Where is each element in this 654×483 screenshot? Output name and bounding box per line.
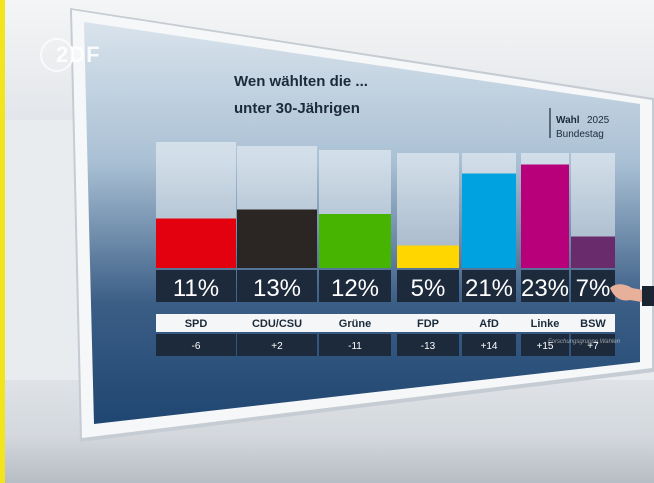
election-badge: Wahl 2025 [556, 110, 610, 127]
change-label-cdu-csu: +2 [271, 341, 283, 352]
chart-title-line2: unter 30-Jährigen [234, 100, 360, 117]
value-box-afd [462, 270, 516, 302]
party-label-afd: AfD [479, 318, 499, 330]
zdf-logo: 2DF [40, 38, 106, 72]
value-label-gr-ne: 12% [331, 275, 379, 302]
change-label-gr-ne: -11 [348, 341, 362, 352]
value-box-gr-ne [319, 270, 391, 302]
change-box-fdp [397, 334, 459, 356]
change-box-cdu-csu [237, 334, 317, 356]
bar-spd [156, 218, 236, 268]
badge-label: Wahl [556, 115, 580, 126]
party-label-fdp: FDP [417, 318, 439, 330]
value-box-linke [521, 270, 569, 302]
party-label-linke: Linke [531, 318, 560, 330]
studio-floor-light [5, 432, 654, 483]
value-label-spd: 11% [173, 275, 219, 302]
bar-fdp [397, 245, 459, 268]
party-label-bsw: BSW [580, 318, 606, 330]
value-box-spd [156, 270, 236, 302]
value-label-linke: 23% [521, 275, 569, 302]
bar-cdu-csu [237, 209, 317, 268]
logo-ring [40, 38, 74, 72]
change-box-linke [521, 334, 569, 356]
party-label-spd: SPD [185, 318, 208, 330]
party-label-cdu-csu: CDU/CSU [252, 318, 302, 330]
change-label-spd: -6 [192, 341, 201, 352]
chart-title-line1: Wen wählten die ... [234, 73, 368, 90]
value-label-bsw: 7% [576, 275, 611, 302]
change-label-fdp: -13 [421, 341, 436, 352]
change-box-bsw [571, 334, 615, 356]
change-label-linke: +15 [537, 341, 554, 352]
bar-afd [462, 173, 516, 268]
party-label-gr-ne: Grüne [339, 318, 371, 330]
change-box-gr-ne [319, 334, 391, 356]
change-label-afd: +14 [481, 341, 498, 352]
change-box-afd [462, 334, 516, 356]
party-name-band [156, 314, 615, 332]
change-box-spd [156, 334, 236, 356]
screen-edge-strip [0, 0, 5, 483]
badge-year: 2025 [587, 115, 610, 126]
value-box-bsw [571, 270, 615, 302]
change-label-bsw: +7 [587, 341, 599, 352]
value-label-fdp: 5% [411, 275, 446, 302]
presenter-hand [610, 284, 654, 306]
bar-gr-ne [319, 214, 391, 268]
chart-source: Forschungsgruppe Wahlen [548, 339, 621, 345]
value-box-fdp [397, 270, 459, 302]
bar-linke [521, 164, 569, 268]
logo-text: 2DF [56, 42, 101, 67]
value-label-cdu-csu: 13% [253, 275, 301, 302]
value-label-afd: 21% [465, 275, 513, 302]
bar-bsw [571, 236, 615, 268]
value-box-cdu-csu [237, 270, 317, 302]
badge-subtitle: Bundestag [556, 129, 604, 140]
bar-chart: 11% SPD -6 13% CDU/CSU +2 12% Grüne -11 5% FDP -13 2… [156, 142, 615, 356]
